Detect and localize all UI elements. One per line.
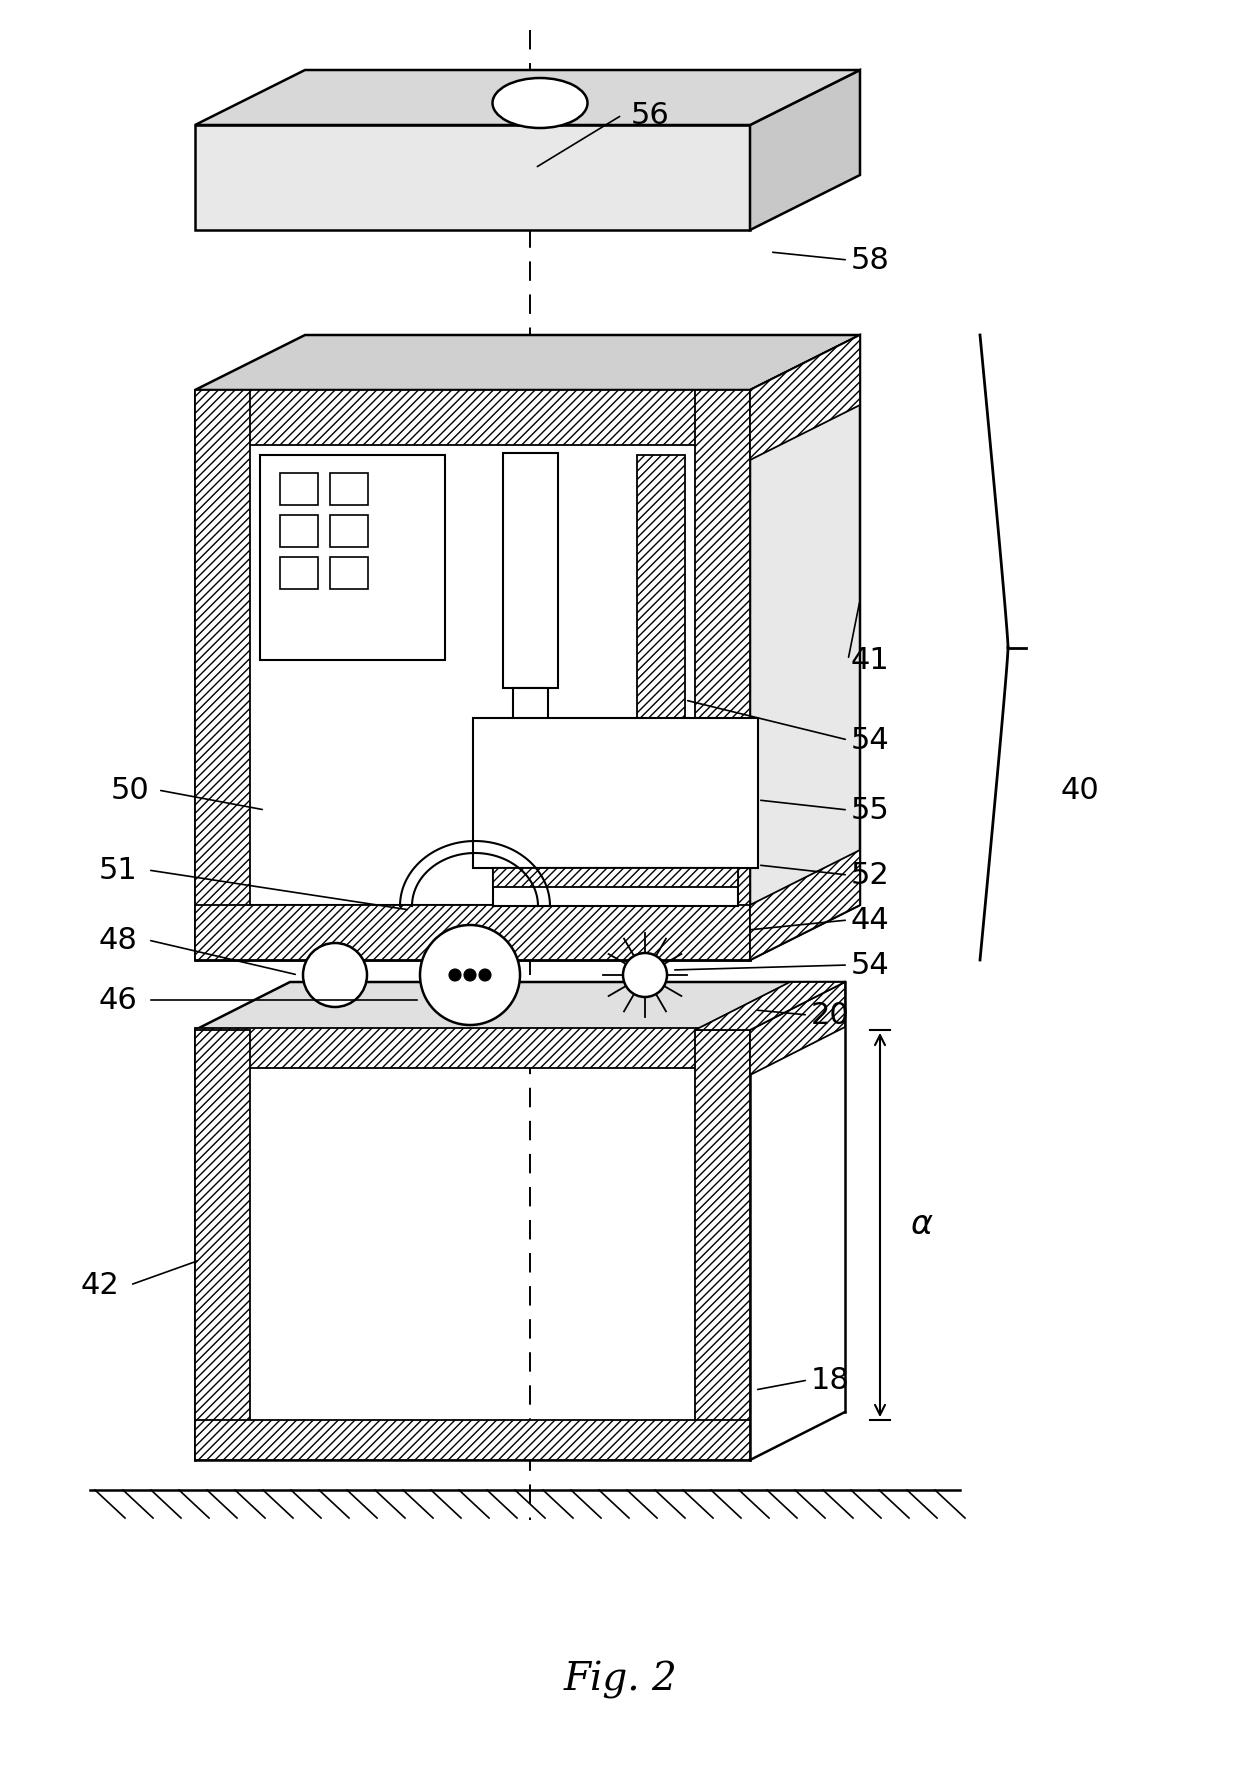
Bar xyxy=(280,557,317,589)
Polygon shape xyxy=(750,336,861,444)
Bar xyxy=(494,868,738,907)
Bar xyxy=(330,516,368,546)
Bar xyxy=(694,1030,750,1460)
Text: 54: 54 xyxy=(851,950,889,980)
Bar xyxy=(494,868,738,887)
Polygon shape xyxy=(195,389,750,960)
Text: 40: 40 xyxy=(1060,775,1100,805)
Polygon shape xyxy=(694,982,844,1030)
Text: 20: 20 xyxy=(811,1001,849,1030)
Text: 56: 56 xyxy=(631,100,670,130)
Text: 52: 52 xyxy=(851,860,889,889)
Ellipse shape xyxy=(492,79,588,129)
Text: 51: 51 xyxy=(99,855,138,885)
Bar xyxy=(260,455,445,660)
Bar xyxy=(195,1030,250,1460)
Polygon shape xyxy=(750,336,861,960)
Circle shape xyxy=(464,969,476,982)
Bar xyxy=(195,389,250,960)
Bar xyxy=(694,389,750,960)
Bar xyxy=(330,557,368,589)
Polygon shape xyxy=(750,70,861,230)
Text: $\alpha$: $\alpha$ xyxy=(910,1208,934,1241)
Bar xyxy=(195,389,750,444)
Text: Fig. 2: Fig. 2 xyxy=(563,1662,677,1699)
Bar xyxy=(195,1028,750,1067)
Circle shape xyxy=(420,925,520,1025)
Text: 18: 18 xyxy=(811,1366,849,1394)
Circle shape xyxy=(303,942,367,1007)
Circle shape xyxy=(622,953,667,998)
Text: 42: 42 xyxy=(81,1271,119,1299)
Text: 48: 48 xyxy=(98,925,138,955)
Polygon shape xyxy=(195,336,861,389)
Circle shape xyxy=(449,969,461,982)
Text: 50: 50 xyxy=(110,775,149,805)
Bar xyxy=(280,473,317,505)
Bar xyxy=(637,455,684,878)
Text: 46: 46 xyxy=(99,985,138,1014)
Polygon shape xyxy=(195,125,750,230)
Bar xyxy=(195,1421,750,1460)
Polygon shape xyxy=(750,336,861,461)
Bar xyxy=(472,718,758,868)
Bar xyxy=(503,453,558,687)
Text: 41: 41 xyxy=(851,646,889,675)
Polygon shape xyxy=(750,850,861,960)
Bar xyxy=(280,516,317,546)
Polygon shape xyxy=(750,982,844,1075)
Bar xyxy=(195,905,750,960)
Bar xyxy=(330,473,368,505)
Bar xyxy=(513,687,548,778)
Text: 54: 54 xyxy=(851,725,889,755)
Text: 58: 58 xyxy=(851,246,889,275)
Polygon shape xyxy=(195,70,861,125)
Text: 44: 44 xyxy=(851,905,889,935)
Text: 55: 55 xyxy=(851,796,889,825)
Circle shape xyxy=(479,969,491,982)
Polygon shape xyxy=(195,982,844,1030)
